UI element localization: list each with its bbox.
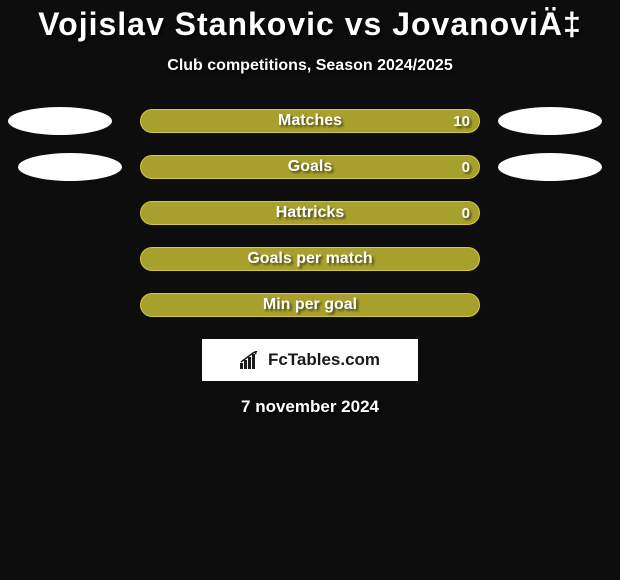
logo-text: FcTables.com — [268, 350, 380, 370]
stat-row: Hattricks0 — [0, 201, 620, 225]
player-left-ellipse — [8, 107, 112, 135]
stat-bar — [140, 247, 480, 271]
stat-bar — [140, 201, 480, 225]
stat-bar — [140, 293, 480, 317]
player-right-ellipse — [498, 153, 602, 181]
page-title: Vojislav Stankovic vs JovanoviÄ‡ — [0, 0, 620, 43]
stat-rows: Matches10 Goals0 Hattricks0 Goals per match… — [0, 109, 620, 317]
stat-bar — [140, 155, 480, 179]
stat-row: Goals0 — [0, 155, 620, 179]
stat-row: Matches10 — [0, 109, 620, 133]
player-right-ellipse — [498, 107, 602, 135]
subtitle: Club competitions, Season 2024/2025 — [0, 57, 620, 75]
comparison-card: Vojislav Stankovic vs JovanoviÄ‡ Club co… — [0, 0, 620, 417]
stat-bar — [140, 109, 480, 133]
stat-row: Goals per match — [0, 247, 620, 271]
player-left-ellipse — [18, 153, 122, 181]
snapshot-date: 7 november 2024 — [0, 397, 620, 417]
fctables-logo: FcTables.com — [202, 339, 418, 381]
stat-row: Min per goal — [0, 293, 620, 317]
bar-chart-icon — [240, 351, 262, 369]
